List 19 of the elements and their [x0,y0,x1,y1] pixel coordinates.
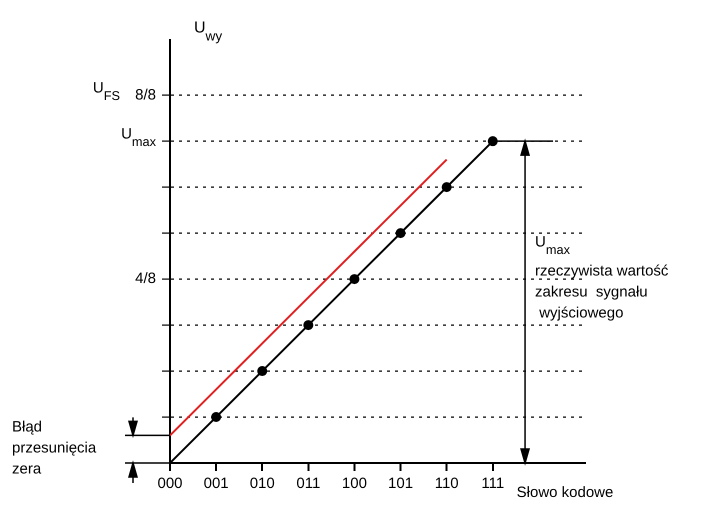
point [257,366,268,376]
y-tick-label: 4/8 [135,270,156,288]
x-tick-label: 111 [481,475,504,492]
text: Błąd przesunięcia zera [12,418,97,478]
x-tick-label: 100 [342,475,367,492]
x-tick-label: 001 [204,475,229,492]
point [396,228,406,238]
x-tick-label: 011 [296,475,320,492]
point [349,274,360,284]
x-axis-title: Słowo kodowe [516,484,614,502]
point [303,320,314,330]
point [488,136,498,146]
x-tick-label: 101 [388,475,414,492]
point [442,182,452,192]
y-tick-label: 8/8 [135,86,156,104]
point [211,412,222,422]
x-tick-label: 010 [250,475,275,492]
x-tick-label: 000 [157,475,183,492]
x-tick-label: 110 [434,475,459,492]
